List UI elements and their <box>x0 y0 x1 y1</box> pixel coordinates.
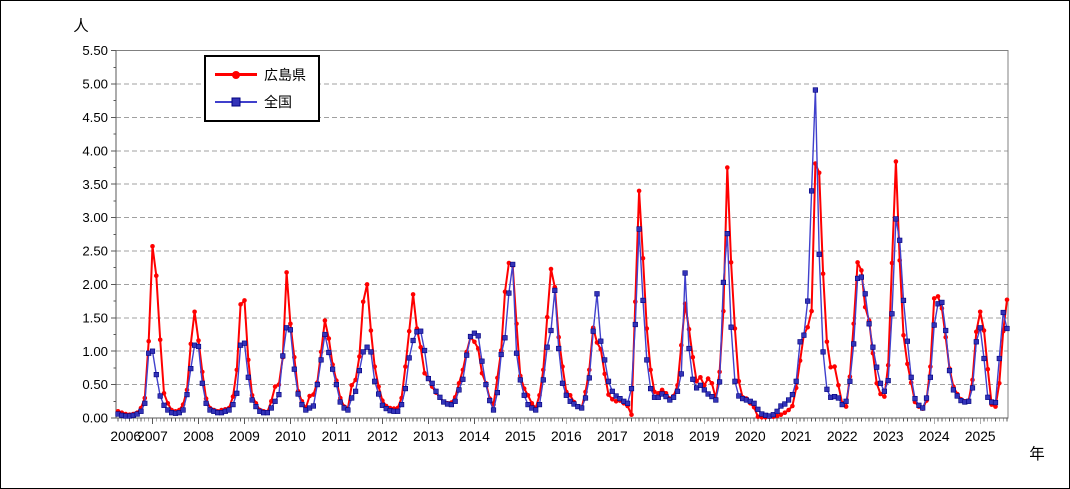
svg-text:5.50: 5.50 <box>82 43 108 58</box>
x-axis-unit-label: 年 <box>1029 445 1045 463</box>
legend-item-zenkoku: 全国 <box>215 91 318 113</box>
svg-text:2007: 2007 <box>137 429 168 444</box>
svg-text:1.00: 1.00 <box>82 344 108 359</box>
svg-text:2015: 2015 <box>505 429 536 444</box>
x-axis-ticks <box>117 418 1008 424</box>
svg-text:1.50: 1.50 <box>82 310 108 325</box>
svg-text:2012: 2012 <box>367 429 398 444</box>
svg-text:2.50: 2.50 <box>82 244 108 259</box>
svg-text:2024: 2024 <box>919 429 950 444</box>
hiroshima-line-swatch <box>215 71 257 80</box>
axis-lines <box>115 50 1008 419</box>
y-axis-unit-label: 人 <box>73 17 89 35</box>
legend: 広島県 全国 <box>204 55 320 122</box>
legend-item-hiroshima: 広島県 <box>215 64 318 86</box>
svg-text:2017: 2017 <box>597 429 628 444</box>
square-marker-icon <box>231 97 241 107</box>
svg-text:2010: 2010 <box>275 429 306 444</box>
svg-text:2014: 2014 <box>459 429 490 444</box>
svg-text:2025: 2025 <box>965 429 996 444</box>
zenkoku-line-swatch <box>215 97 257 107</box>
series-zenkoku-markers <box>115 87 1010 419</box>
svg-text:2020: 2020 <box>735 429 766 444</box>
svg-text:2022: 2022 <box>827 429 858 444</box>
svg-text:2016: 2016 <box>551 429 582 444</box>
svg-text:3.00: 3.00 <box>82 210 108 225</box>
circle-marker-icon <box>232 71 240 80</box>
svg-text:2006: 2006 <box>110 429 141 444</box>
svg-text:4.50: 4.50 <box>82 110 108 125</box>
legend-label-hiroshima: 広島県 <box>264 66 306 83</box>
svg-text:2019: 2019 <box>689 429 720 444</box>
svg-text:2.00: 2.00 <box>82 277 108 292</box>
svg-text:2021: 2021 <box>781 429 812 444</box>
svg-text:5.00: 5.00 <box>82 77 108 92</box>
y-axis-ticks <box>111 50 116 419</box>
svg-text:4.00: 4.00 <box>82 143 108 158</box>
svg-text:2013: 2013 <box>413 429 444 444</box>
svg-text:2023: 2023 <box>873 429 904 444</box>
svg-text:3.50: 3.50 <box>82 177 108 192</box>
svg-text:0.50: 0.50 <box>82 377 108 392</box>
y-tick-labels: 0.00 0.50 1.00 1.50 2.00 2.50 3.00 3.50 4.00 4.50… <box>82 43 108 425</box>
svg-text:2009: 2009 <box>229 429 260 444</box>
svg-text:2018: 2018 <box>643 429 674 444</box>
svg-text:2011: 2011 <box>322 429 352 444</box>
legend-label-zenkoku: 全国 <box>264 94 292 111</box>
svg-text:2008: 2008 <box>183 429 214 444</box>
svg-text:0.00: 0.00 <box>82 411 108 426</box>
